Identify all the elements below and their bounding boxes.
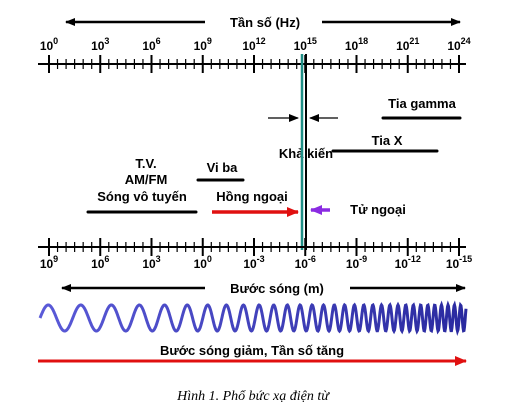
frequency-axis-labels: 100 103 106 109 1012 1015 1018 1021 1024 — [40, 36, 471, 53]
wavelength-tick-label: 10-9 — [346, 254, 367, 271]
bottom-arrow-label: Bước sóng giảm, Tần số tăng — [160, 343, 344, 358]
gamma-label: Tia gamma — [388, 96, 456, 111]
infrared-label: Hồng ngoại — [216, 189, 288, 204]
wavelength-axis-ticks — [48, 238, 460, 256]
wavelength-axis-title: Bước sóng (m) — [230, 281, 324, 296]
wavelength-tick-label: 100 — [194, 254, 212, 271]
microwave-label: Vi ba — [207, 160, 239, 175]
frequency-tick-label: 1012 — [242, 36, 265, 53]
tv-label: T.V. — [135, 156, 156, 171]
frequency-tick-label: 1021 — [396, 36, 419, 53]
frequency-axis: 100 103 106 109 1012 1015 1018 1021 1024 — [38, 36, 471, 73]
frequency-tick-label: 106 — [142, 36, 160, 53]
wavelength-tick-label: 109 — [40, 254, 58, 271]
frequency-tick-label: 100 — [40, 36, 58, 53]
frequency-tick-label: 1018 — [345, 36, 368, 53]
frequency-tick-label: 1024 — [447, 36, 470, 53]
radio-label: Sóng vô tuyến — [97, 189, 187, 204]
wavelength-tick-label: 106 — [91, 254, 109, 271]
ultraviolet-label: Tử ngoại — [350, 202, 406, 217]
wavelength-tick-label: 10-3 — [243, 254, 264, 271]
wavelength-axis: 109 106 103 100 10-3 10-6 10-9 10-12 10-15 — [38, 238, 472, 271]
wavelength-tick-label: 10-15 — [446, 254, 472, 271]
frequency-axis-ticks — [48, 55, 460, 73]
wavelength-axis-labels: 109 106 103 100 10-3 10-6 10-9 10-12 10-15 — [40, 254, 472, 271]
figure-caption: Hình 1. Phổ bức xạ điện từ — [176, 389, 330, 404]
wavelength-tick-label: 10-12 — [395, 254, 421, 271]
frequency-tick-label: 109 — [194, 36, 212, 53]
wave-illustration — [38, 300, 468, 336]
frequency-axis-title: Tần số (Hz) — [230, 15, 300, 30]
xray-label: Tia X — [372, 133, 403, 148]
amfm-label: AM/FM — [125, 172, 168, 187]
wavelength-tick-label: 10-6 — [295, 254, 316, 271]
frequency-tick-label: 1015 — [294, 36, 317, 53]
wavelength-tick-label: 103 — [142, 254, 160, 271]
frequency-tick-label: 103 — [91, 36, 109, 53]
